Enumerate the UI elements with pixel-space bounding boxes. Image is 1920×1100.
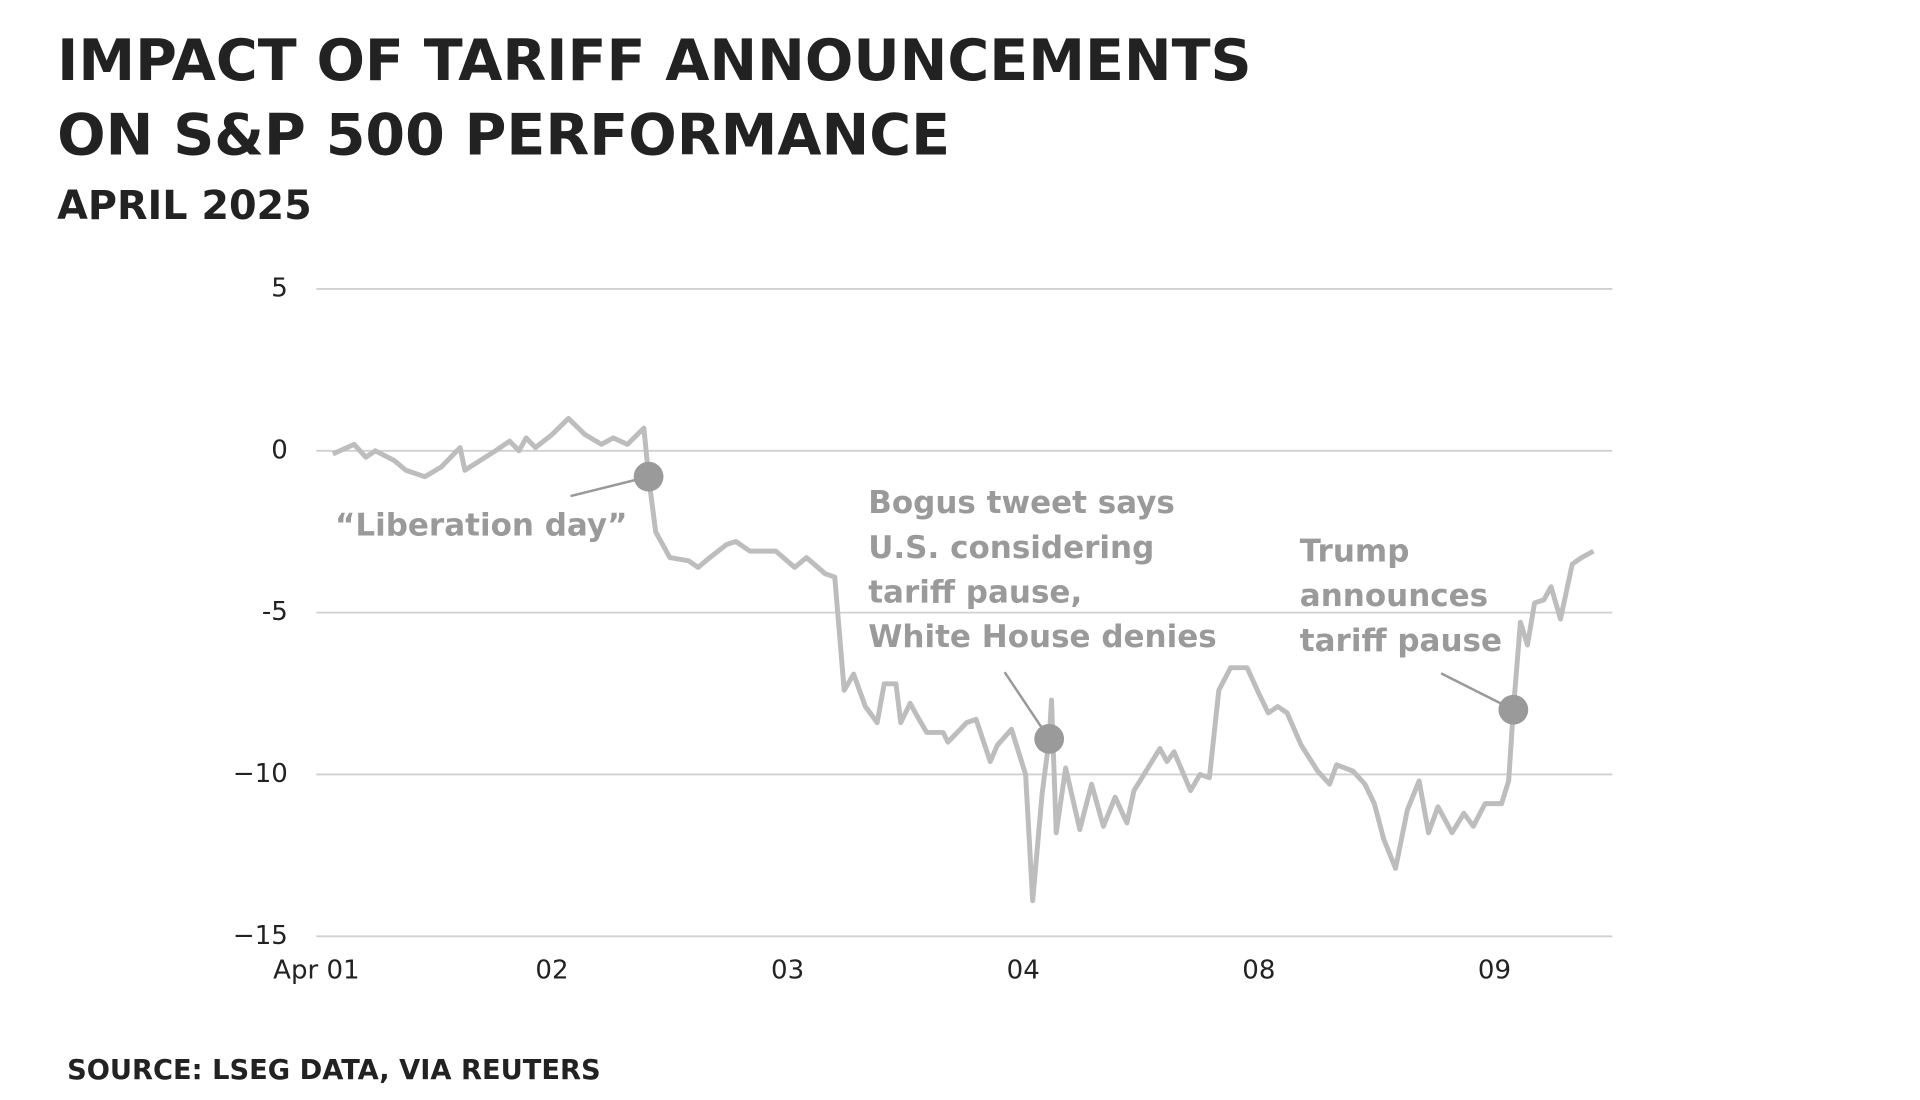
annotation-point bbox=[1498, 694, 1529, 725]
annotation-text: tariff pause bbox=[1300, 623, 1502, 659]
chart-title: IMPACT OF TARIFF ANNOUNCEMENTS bbox=[57, 28, 1251, 94]
x-tick-label: 09 bbox=[1478, 956, 1511, 986]
y-tick-label: −15 bbox=[233, 921, 288, 951]
annotation-text: “Liberation day” bbox=[335, 508, 628, 544]
annotation-text: announces bbox=[1300, 578, 1488, 614]
x-tick-label: Apr 01 bbox=[273, 956, 359, 986]
y-tick-label: 5 bbox=[271, 273, 288, 303]
x-tick-label: 03 bbox=[771, 956, 804, 986]
annotation-text: tariff pause, bbox=[868, 575, 1082, 611]
y-tick-label: −10 bbox=[233, 759, 288, 789]
annotation-point bbox=[633, 461, 664, 492]
chart-subtitle: APRIL 2025 bbox=[57, 183, 312, 229]
annotation-text: Trump bbox=[1300, 534, 1410, 570]
chart-title: ON S&P 500 PERFORMANCE bbox=[57, 103, 950, 169]
x-tick-label: 02 bbox=[535, 956, 568, 986]
annotation-text: Bogus tweet says bbox=[868, 485, 1175, 521]
source-note: SOURCE: LSEG DATA, VIA REUTERS bbox=[67, 1055, 601, 1086]
annotation-point bbox=[1034, 723, 1065, 754]
annotation-text: White House denies bbox=[868, 619, 1217, 655]
data-line bbox=[331, 415, 1595, 904]
y-tick-label: 0 bbox=[271, 435, 288, 465]
x-tick-label: 08 bbox=[1242, 956, 1275, 986]
x-tick-label: 04 bbox=[1007, 956, 1040, 986]
annotation-text: U.S. considering bbox=[868, 530, 1154, 566]
y-tick-label: -5 bbox=[262, 597, 288, 627]
